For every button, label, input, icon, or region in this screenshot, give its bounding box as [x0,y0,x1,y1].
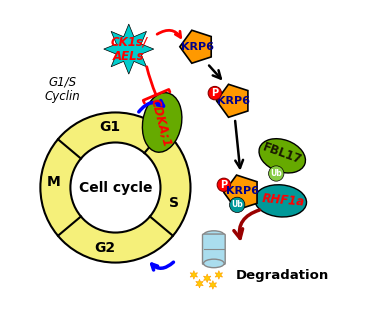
Polygon shape [209,281,217,289]
Text: RHF1a: RHF1a [262,193,306,209]
Ellipse shape [203,231,224,239]
Polygon shape [217,84,248,117]
Text: G1/S
Cyclin: G1/S Cyclin [44,75,80,103]
Circle shape [217,178,231,192]
Polygon shape [190,271,197,279]
Circle shape [269,166,284,181]
Polygon shape [104,24,154,74]
Text: KRP6: KRP6 [226,186,259,196]
Text: P: P [220,180,228,190]
Text: P: P [211,88,219,98]
Ellipse shape [142,93,182,152]
Polygon shape [196,279,203,288]
Polygon shape [224,175,257,210]
Polygon shape [180,30,211,63]
Ellipse shape [255,185,307,217]
Polygon shape [203,274,211,283]
Ellipse shape [203,259,224,268]
Text: KRP6: KRP6 [181,42,213,52]
Text: Ub: Ub [270,169,282,178]
Text: M: M [47,175,61,189]
Text: Degradation: Degradation [236,269,329,282]
Polygon shape [215,271,222,279]
Text: S: S [169,196,179,210]
Text: CDKA;1: CDKA;1 [148,97,173,148]
Text: G1: G1 [100,120,121,134]
Ellipse shape [259,139,305,173]
Text: G2: G2 [94,241,115,255]
Text: FBL17: FBL17 [261,141,303,167]
FancyBboxPatch shape [203,234,225,264]
Circle shape [70,142,160,232]
Text: CK1s/
AELs: CK1s/ AELs [110,35,147,63]
Circle shape [40,113,190,263]
Text: KRP6: KRP6 [217,96,250,106]
Circle shape [208,86,222,100]
Circle shape [230,197,245,212]
Text: Ub: Ub [231,200,243,209]
Text: Cell cycle: Cell cycle [79,181,152,195]
